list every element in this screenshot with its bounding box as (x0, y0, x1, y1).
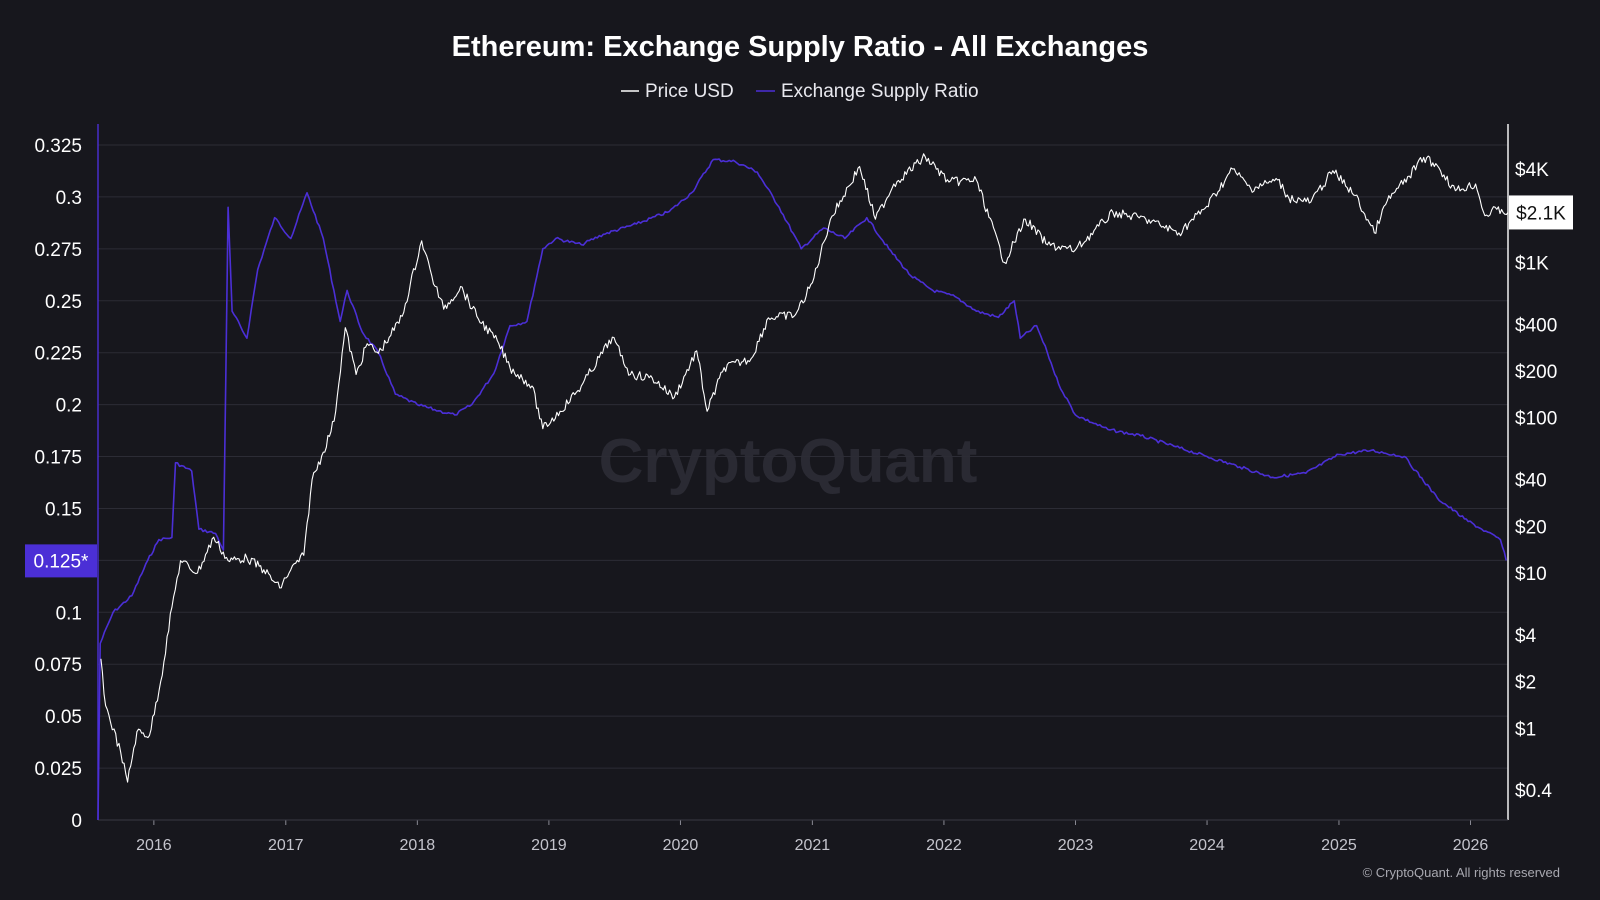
y-left-tick-label: 0.1 (56, 603, 82, 624)
legend-label-price: Price USD (645, 81, 734, 102)
copyright-footer: © CryptoQuant. All rights reserved (1363, 865, 1560, 880)
series-line-exchange-supply-ratio (97, 158, 1507, 821)
y-left-tick-label: 0.075 (34, 655, 82, 676)
y-right-tick-label: $40 (1515, 471, 1547, 492)
x-tick-label: 2020 (663, 837, 699, 854)
y-left-current-value-label: 0.125* (34, 551, 90, 572)
y-right-tick-label: $0.4 (1515, 781, 1552, 802)
y-right-tick-label: $10 (1515, 564, 1547, 585)
y-right-tick-label: $20 (1515, 517, 1547, 538)
y-left-tick-label: 0.25 (45, 292, 82, 313)
x-tick-label: 2025 (1321, 837, 1357, 854)
y-left-tick-label: 0.175 (34, 448, 82, 469)
y-left-tick-label: 0.2 (56, 396, 82, 417)
y-left-tick-label: 0.225 (34, 344, 82, 365)
x-tick-label: 2018 (400, 837, 436, 854)
legend-label-ratio: Exchange Supply Ratio (781, 81, 979, 102)
chart-title: Ethereum: Exchange Supply Ratio - All Ex… (452, 31, 1149, 63)
x-tick-label: 2016 (136, 837, 172, 854)
y-left-tick-label: 0.025 (34, 759, 82, 780)
tick-labels: 00.0250.050.0750.10.1250.150.1750.20.225… (34, 136, 1557, 854)
watermark: CryptoQuant (599, 427, 978, 496)
y-left-tick-label: 0.05 (45, 707, 82, 728)
x-tick-label: 2022 (926, 837, 962, 854)
legend: Price USD Exchange Supply Ratio (621, 81, 979, 102)
y-left-tick-label: 0.15 (45, 499, 82, 520)
axes (97, 124, 1509, 825)
series (97, 153, 1509, 821)
y-left-tick-label: 0 (71, 811, 82, 832)
x-tick-label: 2023 (1058, 837, 1094, 854)
value-badges: 0.125* $2.1K (25, 195, 1573, 578)
y-right-tick-label: $400 (1515, 315, 1557, 336)
y-left-tick-label: 0.275 (34, 240, 82, 261)
y-right-tick-label: $4K (1515, 160, 1549, 181)
y-left-current-value-badge (25, 544, 97, 578)
y-right-tick-label: $1K (1515, 253, 1549, 274)
x-tick-label: 2021 (795, 837, 831, 854)
x-tick-label: 2026 (1453, 837, 1489, 854)
y-right-current-value-badge (1509, 195, 1573, 230)
y-right-tick-label: $200 (1515, 362, 1557, 383)
y-left-tick-label: 0.3 (56, 188, 82, 209)
series-line-price-usd (100, 153, 1509, 783)
grid-lines (98, 144, 1508, 821)
y-right-current-value-label: $2.1K (1516, 203, 1566, 224)
y-right-tick-label: $4 (1515, 626, 1537, 647)
y-right-tick-label: $2 (1515, 673, 1536, 694)
y-left-tick-label: 0.325 (34, 136, 82, 157)
y-right-tick-label: $1 (1515, 719, 1536, 740)
legend-item-price[interactable]: Price USD (621, 81, 734, 102)
x-tick-label: 2017 (268, 837, 304, 854)
y-right-tick-label: $100 (1515, 409, 1557, 430)
legend-item-ratio[interactable]: Exchange Supply Ratio (756, 81, 979, 102)
x-tick-label: 2024 (1189, 837, 1225, 854)
x-tick-label: 2019 (531, 837, 567, 854)
